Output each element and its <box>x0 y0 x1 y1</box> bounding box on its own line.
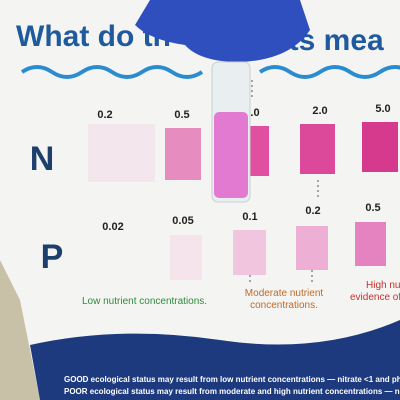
swatch <box>300 124 335 174</box>
swatch <box>165 128 201 180</box>
footer-text: POOR ecological status may result from m… <box>64 387 400 396</box>
footer-band <box>30 320 400 400</box>
row-label: N <box>30 140 55 178</box>
wave <box>20 65 400 79</box>
level-label: 0.1 <box>242 211 257 223</box>
level-label: .0 <box>250 107 259 119</box>
level-label: 5.0 <box>375 103 390 115</box>
level-label: 0.05 <box>172 215 193 227</box>
glove <box>135 0 310 62</box>
legend-high: High nutri <box>366 280 400 291</box>
level-label: 0.5 <box>365 202 380 214</box>
swatch <box>233 230 266 275</box>
legend-low: Low nutrient concentrations. <box>82 296 207 307</box>
level-label: 0.02 <box>102 221 123 233</box>
level-label: 0.5 <box>174 109 189 121</box>
sample <box>214 112 248 198</box>
level-label: 0.2 <box>305 205 320 217</box>
legend-moderate: concentrations. <box>250 300 318 311</box>
legend-moderate: Moderate nutrient <box>245 288 324 299</box>
swatch <box>296 226 328 270</box>
swatch <box>355 222 386 266</box>
dashes <box>249 80 319 285</box>
row-label: P <box>41 238 64 276</box>
level-label: 2.0 <box>312 105 327 117</box>
ground <box>0 260 40 400</box>
swatch <box>170 235 202 280</box>
footer-text: GOOD ecological status may result from l… <box>64 375 400 384</box>
swatch <box>88 124 155 182</box>
level-label: 0.2 <box>97 109 112 121</box>
legend-high: evidence of <box>350 292 400 303</box>
swatch <box>362 122 398 172</box>
